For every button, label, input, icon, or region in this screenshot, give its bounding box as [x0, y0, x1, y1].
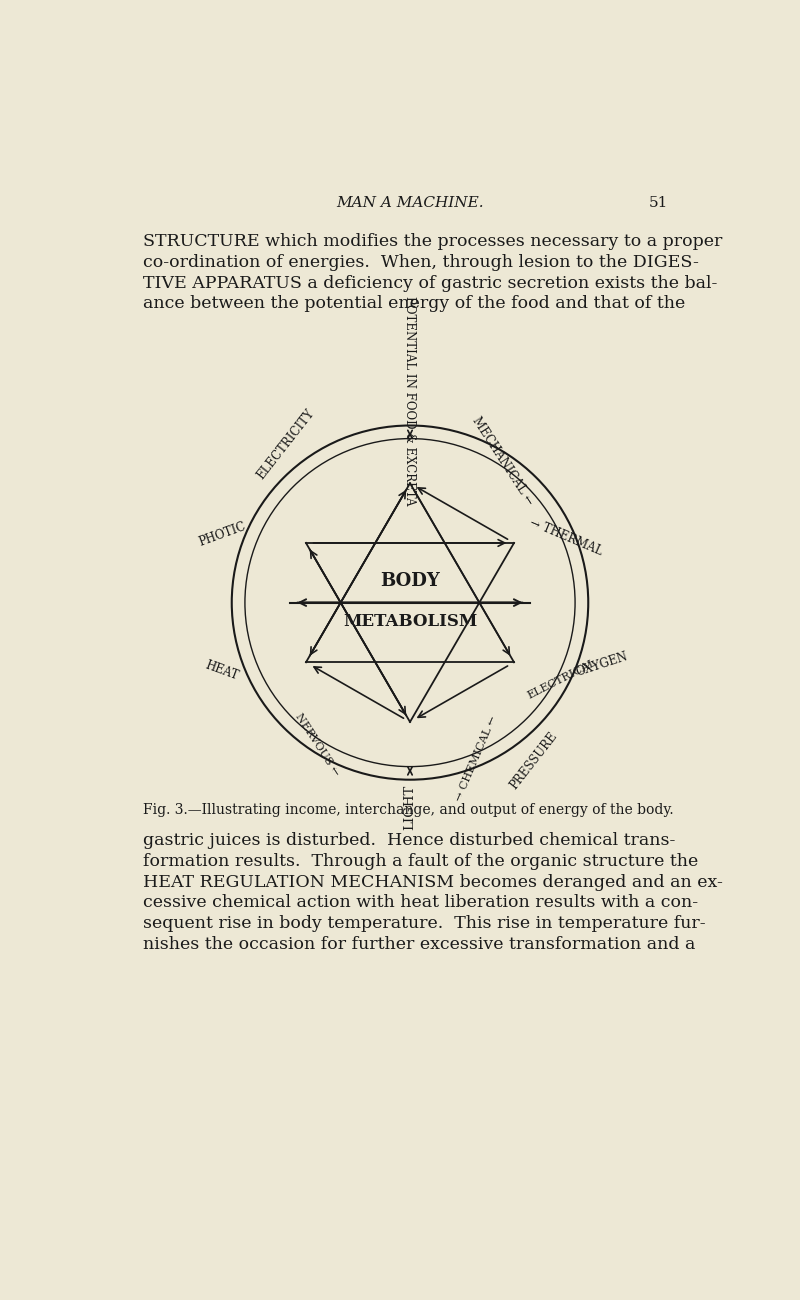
Text: HEAT REGULATION MECHANISM becomes deranged and an ex-: HEAT REGULATION MECHANISM becomes derang…	[142, 874, 722, 890]
Text: STRUCTURE which modifies the processes necessary to a proper: STRUCTURE which modifies the processes n…	[142, 233, 722, 250]
Text: ance between the potential energy of the food and that of the: ance between the potential energy of the…	[142, 295, 685, 312]
Text: Fig. 3.—Illustrating income, interchange, and output of energy of the body.: Fig. 3.—Illustrating income, interchange…	[142, 803, 674, 816]
Text: formation results.  Through a fault of the organic structure the: formation results. Through a fault of th…	[142, 853, 698, 870]
Text: sequent rise in body temperature.  This rise in temperature fur-: sequent rise in body temperature. This r…	[142, 915, 706, 932]
Text: → CHEMICAL ←: → CHEMICAL ←	[454, 714, 499, 802]
Text: NERVOUS ←: NERVOUS ←	[294, 711, 342, 777]
Text: co-ordination of energies.  When, through lesion to the DIGES-: co-ordination of energies. When, through…	[142, 254, 698, 270]
Text: ELECTRICAL: ELECTRICAL	[526, 658, 598, 701]
Text: OXYGEN: OXYGEN	[574, 650, 630, 679]
Text: MAN A MACHINE.: MAN A MACHINE.	[336, 196, 484, 211]
Text: → THERMAL: → THERMAL	[528, 515, 605, 558]
Text: BODY: BODY	[380, 572, 440, 590]
Text: PHOTIC: PHOTIC	[197, 520, 247, 549]
Text: gastric juices is disturbed.  Hence disturbed chemical trans-: gastric juices is disturbed. Hence distu…	[142, 832, 675, 849]
Text: cessive chemical action with heat liberation results with a con-: cessive chemical action with heat libera…	[142, 894, 698, 911]
Text: TIVE APPARATUS a deficiency of gastric secretion exists the bal-: TIVE APPARATUS a deficiency of gastric s…	[142, 274, 717, 291]
Text: ELECTRICITY: ELECTRICITY	[254, 407, 318, 482]
Text: 51: 51	[648, 196, 668, 211]
Text: LIGHT: LIGHT	[403, 785, 417, 829]
Text: nishes the occasion for further excessive transformation and a: nishes the occasion for further excessiv…	[142, 936, 695, 953]
Text: MECHANICAL ←: MECHANICAL ←	[470, 415, 536, 507]
Text: POTENTIAL IN FOOD & EXCRETA: POTENTIAL IN FOOD & EXCRETA	[403, 296, 417, 506]
Text: PRESSURE: PRESSURE	[508, 729, 560, 792]
Text: HEAT: HEAT	[204, 659, 241, 682]
Text: METABOLISM: METABOLISM	[343, 614, 477, 630]
